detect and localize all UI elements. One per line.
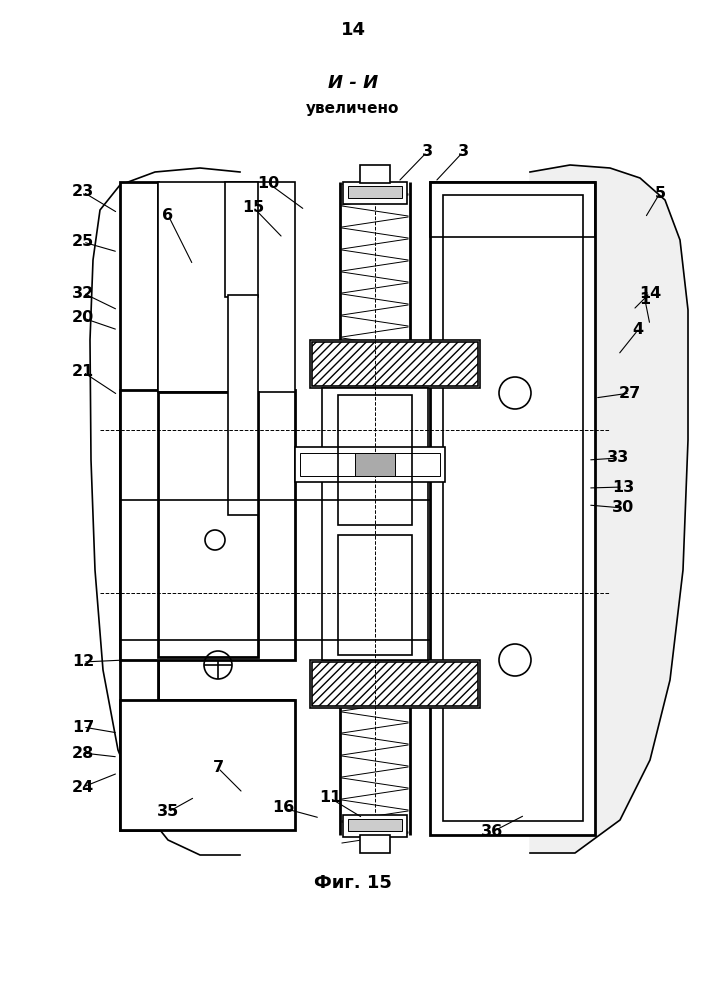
Bar xyxy=(310,660,480,708)
Text: 36: 36 xyxy=(481,824,503,840)
Bar xyxy=(310,340,480,388)
Text: 12: 12 xyxy=(72,654,94,670)
Bar xyxy=(343,815,407,837)
Text: 14: 14 xyxy=(639,286,661,300)
Bar xyxy=(312,342,478,386)
Text: Фиг. 15: Фиг. 15 xyxy=(314,874,392,892)
Bar xyxy=(158,392,258,657)
Text: 13: 13 xyxy=(612,480,634,494)
Bar xyxy=(348,819,402,831)
Text: 25: 25 xyxy=(72,234,94,249)
Text: 1: 1 xyxy=(639,292,650,308)
Text: 3: 3 xyxy=(457,144,469,159)
Bar xyxy=(343,182,407,204)
Bar xyxy=(120,390,295,660)
Text: 24: 24 xyxy=(72,780,94,794)
Text: 35: 35 xyxy=(157,804,179,820)
Text: 5: 5 xyxy=(655,186,665,200)
Text: 20: 20 xyxy=(72,310,94,326)
Bar xyxy=(430,182,595,237)
Bar xyxy=(355,453,395,476)
Bar xyxy=(225,182,258,297)
Bar xyxy=(338,535,412,655)
Bar xyxy=(338,395,412,525)
Text: 11: 11 xyxy=(319,790,341,806)
Polygon shape xyxy=(530,165,688,853)
Text: И - И: И - И xyxy=(328,74,378,92)
Text: 23: 23 xyxy=(72,184,94,200)
Bar xyxy=(312,662,478,706)
Text: 32: 32 xyxy=(72,286,94,300)
Text: 15: 15 xyxy=(242,200,264,215)
Text: 10: 10 xyxy=(257,176,279,190)
Text: 14: 14 xyxy=(341,21,366,39)
Text: 7: 7 xyxy=(212,760,223,776)
Bar xyxy=(158,182,295,392)
Text: 6: 6 xyxy=(163,208,173,223)
Text: 27: 27 xyxy=(619,385,641,400)
Bar xyxy=(120,182,158,830)
Bar xyxy=(348,186,402,198)
Bar xyxy=(120,700,295,830)
Bar xyxy=(430,182,595,835)
Bar xyxy=(360,165,390,183)
Text: 17: 17 xyxy=(72,720,94,734)
Text: 28: 28 xyxy=(72,746,94,760)
Text: 33: 33 xyxy=(607,450,629,466)
Text: 16: 16 xyxy=(272,800,294,816)
Text: 4: 4 xyxy=(633,322,643,338)
Bar xyxy=(295,447,445,482)
Bar xyxy=(360,835,390,853)
Bar xyxy=(443,195,583,821)
Text: 30: 30 xyxy=(612,500,634,516)
Bar xyxy=(322,388,428,660)
Bar xyxy=(228,295,258,515)
Bar xyxy=(300,453,440,476)
Text: увеличено: увеличено xyxy=(306,101,399,115)
Text: 3: 3 xyxy=(421,144,433,159)
Text: 21: 21 xyxy=(72,364,94,379)
